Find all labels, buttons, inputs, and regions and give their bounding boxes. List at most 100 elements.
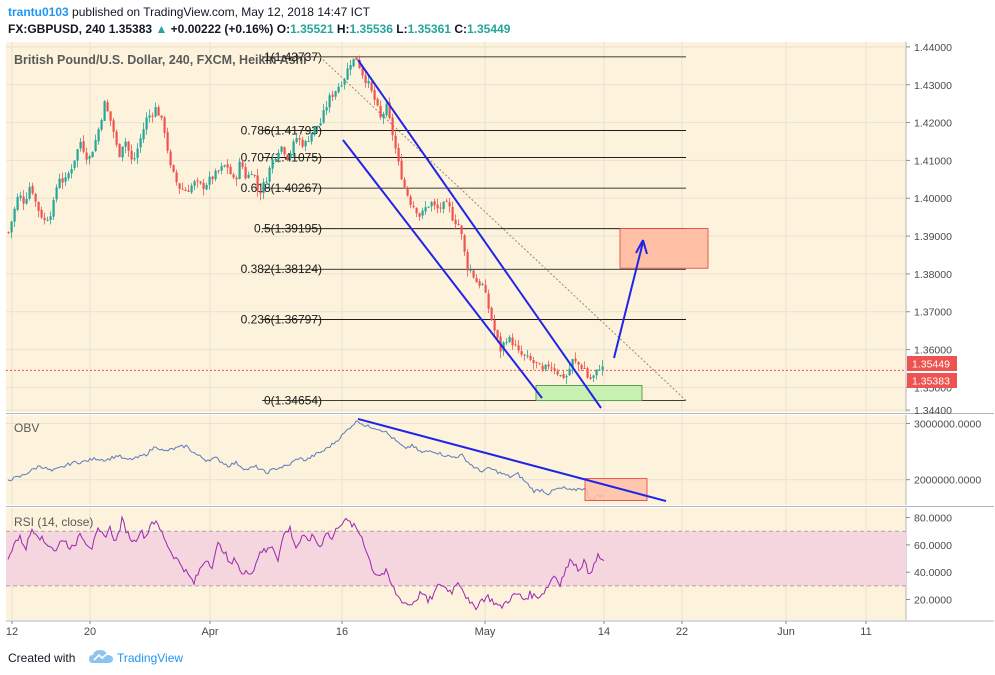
candle-body: [232, 174, 235, 178]
candle-body: [328, 95, 331, 108]
price-tick-label: 1.37000: [914, 307, 952, 319]
candle-body: [292, 141, 295, 154]
candle-body: [577, 361, 580, 365]
candle-body: [307, 141, 310, 143]
chart-title: British Pound/U.S. Dollar, 240, FXCM, He…: [14, 53, 307, 67]
candle-body: [61, 178, 64, 183]
candle-body: [472, 270, 475, 278]
chart-header: trantu0103 published on TradingView.com,…: [0, 0, 995, 40]
tradingview-cloud-icon[interactable]: [88, 649, 114, 665]
candle-body: [580, 364, 583, 369]
candle-body: [403, 179, 406, 188]
candle-body: [475, 278, 478, 283]
candle-body: [142, 129, 145, 140]
channel-lower-line: [342, 139, 543, 399]
candle-body: [196, 180, 199, 182]
candle-body: [265, 181, 268, 183]
candle-body: [466, 252, 469, 271]
fib-level-label: 0.236(1.36797): [241, 312, 322, 326]
candle-body: [508, 337, 511, 343]
candle-body: [46, 219, 49, 221]
candle-body: [406, 187, 409, 196]
candle-body: [445, 200, 448, 202]
candle-body: [343, 79, 346, 85]
candle-body: [460, 225, 463, 235]
candle-body: [226, 164, 229, 168]
candle-body: [424, 207, 427, 212]
candle-body: [202, 182, 205, 189]
candle-body: [136, 148, 139, 158]
candle-body: [430, 202, 433, 207]
candle-body: [592, 375, 595, 378]
candle-body: [274, 158, 277, 161]
candle-body: [169, 151, 172, 166]
price-tick-label: 1.44000: [914, 42, 952, 54]
candle-body: [190, 185, 193, 193]
obv-pane[interactable]: 3000000.0000 2000000.0000 OBV: [6, 415, 994, 507]
candle-body: [40, 209, 43, 218]
fib-level-label: 0.786(1.41793): [241, 123, 322, 137]
candle-body: [478, 281, 481, 286]
price-tick-label: 1.39000: [914, 231, 952, 243]
price-tick-label: 1.42000: [914, 118, 952, 130]
price-tick-label: 1.40000: [914, 193, 952, 205]
candle-body: [73, 160, 76, 168]
open-value: 1.35521: [290, 22, 334, 36]
candle-body: [442, 201, 445, 210]
candle-body: [25, 198, 28, 204]
candle-body: [118, 143, 121, 157]
candle-body: [598, 369, 601, 371]
rsi-tick-label: 60.0000: [914, 540, 952, 552]
candle-body: [280, 146, 283, 152]
candle-body: [100, 120, 103, 130]
candle-body: [544, 364, 547, 370]
candle-body: [271, 159, 274, 169]
candle-body: [253, 174, 256, 176]
candle-body: [301, 139, 304, 147]
last-price: 1.35383: [108, 22, 153, 36]
candle-body: [319, 123, 322, 126]
candle-body: [379, 105, 382, 118]
price-tick-label: 1.36000: [914, 345, 952, 357]
candle-body: [70, 168, 73, 174]
time-tick-label: 22: [676, 626, 688, 638]
candle-body: [394, 135, 397, 149]
obv-label: OBV: [14, 421, 39, 435]
candle-body: [28, 186, 31, 199]
candle-body: [340, 85, 343, 87]
chart-canvas[interactable]: 1.44000 1.43000 1.42000 1.41000 1.40000 1.390…: [0, 40, 995, 640]
candle-body: [37, 201, 40, 211]
candle-body: [244, 166, 247, 179]
channel-upper-line: [357, 59, 602, 409]
candle-body: [16, 196, 19, 210]
candle-body: [562, 374, 565, 378]
candle-body: [304, 141, 307, 147]
candle-body: [523, 354, 526, 356]
rsi-tick-label: 80.0000: [914, 513, 952, 525]
time-tick-label: Apr: [201, 626, 218, 638]
candle-body: [166, 131, 169, 151]
candle-body: [532, 360, 535, 363]
candle-body: [13, 208, 16, 222]
close-label: C:: [454, 22, 467, 36]
time-axis[interactable]: 12 20 Apr 16 May 14 22 Jun 11: [6, 620, 994, 638]
candle-body: [589, 377, 592, 379]
candle-body: [193, 181, 196, 186]
candle-body: [34, 193, 37, 202]
tradingview-brand-link[interactable]: TradingView: [117, 651, 184, 665]
candle-body: [346, 68, 349, 80]
rsi-pane[interactable]: 80.0000 60.0000 40.0000 20.0000 RSI (14, clo…: [6, 508, 994, 620]
candle-body: [334, 91, 337, 97]
candle-body: [247, 174, 250, 178]
price-pane[interactable]: 1.44000 1.43000 1.42000 1.41000 1.40000 1.390…: [6, 42, 994, 417]
candle-body: [556, 371, 559, 375]
candle-body: [370, 82, 373, 91]
candle-body: [22, 196, 25, 204]
candle-body: [514, 344, 517, 346]
candle-body: [109, 111, 112, 121]
candle-body: [313, 126, 316, 134]
candle-body: [283, 147, 286, 155]
candle-body: [457, 224, 460, 226]
published-text: published on TradingView.com, May 12, 20…: [72, 5, 371, 19]
author-link[interactable]: trantu0103: [8, 5, 69, 19]
